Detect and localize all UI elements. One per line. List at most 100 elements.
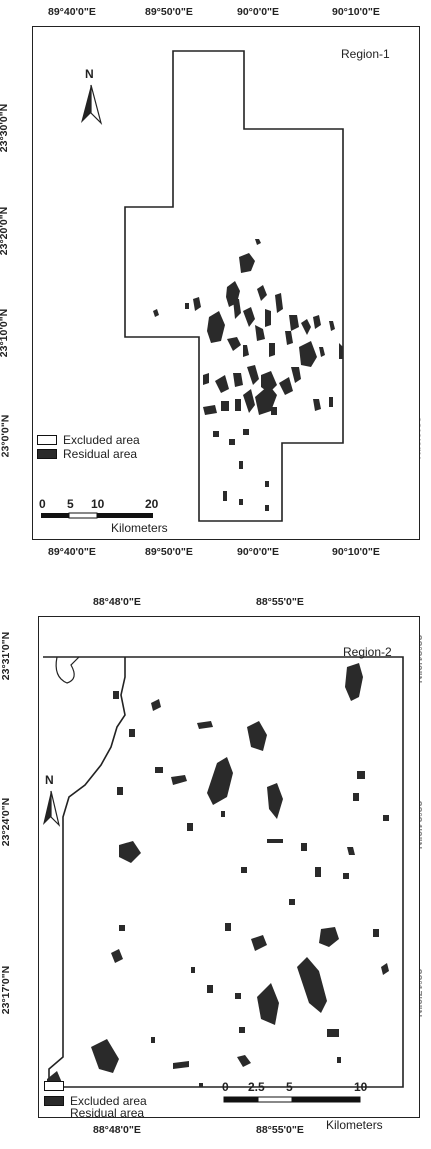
r1-bottom-tick-3: 90°0'0"E [237,546,280,558]
r2-west-boundary [55,656,80,684]
r2-patch [207,985,213,993]
r1-patch [319,347,325,357]
r1-patch [313,315,321,329]
r1-patch [243,429,249,435]
r1-patch [207,311,225,343]
r2-patch [345,663,363,701]
r2-patch [315,867,321,877]
r2-patch [187,823,193,831]
r1-map-frame: Region-1 N Excluded area Residual area 0… [32,26,420,540]
r1-left-tick-1: 23°30'0"N [0,103,11,153]
r1-patch [221,401,229,411]
r2-patch [91,1039,119,1073]
r1-patch [243,345,249,357]
region-2-map-panel: 88°48'0"E 88°55'0"E 23°31'0"N 23°24'0"N … [0,580,431,1149]
r1-patch [285,331,293,345]
r2-patch [155,767,163,773]
r1-legend-residual: Residual area [37,447,137,461]
r2-patch [251,935,267,951]
r1-patch [203,373,209,385]
r1-patch [279,377,293,395]
r2-patch [257,983,279,1025]
r2-legend-excluded [44,1081,64,1091]
r2-map-canvas [43,656,404,1088]
r2-patch [319,927,339,947]
r2-left-tick-1: 23°31'0"N [0,631,13,681]
r2-scale-label-0: 0 [222,1080,229,1094]
r1-map-canvas [81,50,344,522]
r1-patch [233,299,241,319]
r2-patch [267,783,283,819]
r2-patch [113,691,119,699]
r1-scale-label-10: 10 [91,497,105,511]
r2-patch [235,993,241,999]
r2-patch [197,721,213,729]
r1-patch [265,481,269,487]
r1-scale-label-20: 20 [145,497,159,511]
r1-patch [215,375,229,393]
r2-patch [337,1057,341,1063]
r2-legend-excluded-swatch [44,1081,64,1091]
r2-patch [117,787,123,795]
r1-patch [153,309,159,317]
r1-left-tick-2: 23°20'0"N [0,206,11,256]
r2-top-tick-2: 88°55'0"E [256,596,304,608]
r1-patch [243,307,255,327]
r2-patch [221,811,225,817]
r1-patch [247,365,259,385]
r2-patch [207,757,233,805]
r1-patch [213,431,219,437]
r2-patch [129,729,135,737]
r1-patch [243,389,255,413]
r2-scale-bar [223,1096,361,1103]
r2-patch [301,843,307,851]
r1-legend-residual-label: Residual area [63,447,138,461]
r2-top-tick-1: 88°48'0"E [93,596,141,608]
r2-scale-unit: Kilometers [326,1118,383,1132]
r1-patch [239,499,243,505]
r2-patch [239,1027,245,1033]
r2-bottom-tick-2: 88°55'0"E [256,1124,304,1136]
r2-map-frame: Region-2 N [38,616,420,1118]
r1-legend-residual-swatch [37,449,57,459]
r2-legend-residual-swatch [44,1096,64,1106]
r1-bottom-tick-4: 90°10'0"E [332,546,380,558]
r1-patch [271,407,277,415]
r2-left-tick-3: 23°17'0"N [0,965,13,1015]
r2-patch [173,1061,189,1069]
r1-north-label: N [85,67,94,81]
r1-patch [255,239,261,245]
region-1-map-panel: 89°40'0"E 89°50'0"E 90°0'0"E 90°10'0"E 2… [0,6,422,558]
r1-patch [329,397,333,407]
r2-patch [289,899,295,905]
r2-patch [267,839,283,843]
r1-patch [257,285,267,301]
r1-patch [339,343,343,359]
r2-patch [343,873,349,879]
r1-patch [265,309,271,327]
r2-left-tick-2: 23°24'0"N [0,797,13,847]
r2-patch [241,867,247,873]
r2-legend-excluded-label: Excluded area [70,1094,147,1108]
r2-scale-label-10: 10 [354,1080,368,1094]
r1-patch [227,337,241,351]
r2-patch [151,699,161,711]
r2-patch [383,815,389,821]
r1-patch [239,253,255,273]
r2-bottom-tick-1: 88°48'0"E [93,1124,141,1136]
r1-patch [235,399,241,411]
r1-top-tick-2: 89°50'0"E [145,6,193,18]
r2-patch [297,957,327,1013]
r1-patch [185,303,189,309]
r2-patch [171,775,187,785]
r1-residual-patches [153,239,343,511]
r1-scale-label-5: 5 [67,497,74,511]
r1-patch [301,319,311,335]
r2-patch [247,721,267,751]
r2-patch [111,949,123,963]
r1-patch [255,325,265,341]
r2-patch [357,771,365,779]
r1-patch [261,371,277,393]
r1-bottom-tick-1: 89°40'0"E [48,546,96,558]
r1-patch [299,341,317,367]
